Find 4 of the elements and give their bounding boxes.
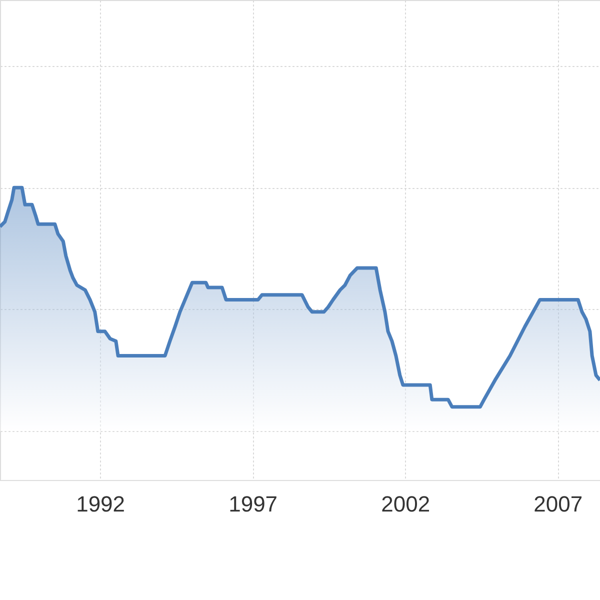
x-tick-label: 1997 — [228, 492, 278, 516]
x-tick-label: 2002 — [381, 492, 430, 516]
x-tick-label: 2007 — [534, 492, 583, 516]
x-tick-label: 1992 — [76, 492, 126, 516]
